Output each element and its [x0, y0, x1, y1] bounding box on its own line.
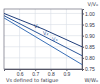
annotation: Vs defined to fatigue	[6, 77, 58, 84]
chart: 0.6 0.7 0.8 0.9 0.75 0.80 0.85 0.90 0.95 1.00 V₁ V₂…	[0, 0, 100, 84]
y-axis-title: V/V₀	[87, 1, 98, 7]
tick-label: 0.6	[17, 71, 24, 77]
tick-label: 0.7	[32, 71, 39, 77]
y-tick: 1.00	[82, 11, 95, 17]
x-axis: 0.6 0.7 0.8 0.9	[5, 69, 83, 77]
tick-label: 0.8	[48, 71, 55, 77]
tick-label: 0.80	[85, 55, 95, 61]
tick-label: 0.75	[85, 66, 95, 72]
plot: 0.6 0.7 0.8 0.9 0.75 0.80 0.85 0.90 0.95 1.00 V₁ V₂…	[4, 9, 95, 77]
series-line	[4, 16, 82, 56]
x-axis-title: W/W₀	[84, 77, 98, 83]
x-tick: 0.9	[63, 69, 70, 77]
x-tick: 0.7	[32, 69, 39, 77]
x-tick: 0.6	[17, 69, 24, 77]
series-group	[4, 13, 82, 64]
tick-label: 0.85	[85, 44, 95, 50]
y-tick: 0.85	[82, 44, 95, 50]
tick-mark	[82, 58, 84, 59]
grid	[4, 9, 82, 69]
series-line	[4, 18, 82, 65]
series-label: V₂	[43, 30, 48, 36]
tick-mark	[82, 36, 84, 37]
series-labels: V₁ V₂ V₃	[34, 23, 57, 42]
tick-label: 0.9	[63, 71, 70, 77]
y-tick: 0.75	[82, 66, 95, 72]
axis-line	[83, 10, 85, 70]
series-label: V₃	[52, 36, 57, 42]
y-tick: 0.95	[82, 22, 95, 28]
y-tick: 0.90	[82, 33, 95, 39]
tick-mark	[82, 13, 84, 14]
grid-line	[4, 46, 82, 47]
grid-line	[35, 9, 36, 69]
tick-mark	[82, 25, 84, 26]
y-axis: 0.75 0.80 0.85 0.90 0.95 1.00	[82, 10, 95, 73]
series-label: V₁	[34, 23, 39, 29]
tick-label: 0.90	[85, 33, 95, 39]
y-tick: 0.80	[82, 55, 95, 61]
grid-line	[4, 13, 82, 14]
tick-mark	[82, 47, 84, 48]
x-tick: 0.8	[48, 69, 55, 77]
plot-frame	[4, 9, 82, 69]
tick-mark	[82, 69, 84, 70]
grid-line	[19, 9, 20, 69]
tick-label: 0.95	[85, 22, 95, 28]
tick-label: 1.00	[85, 11, 95, 17]
